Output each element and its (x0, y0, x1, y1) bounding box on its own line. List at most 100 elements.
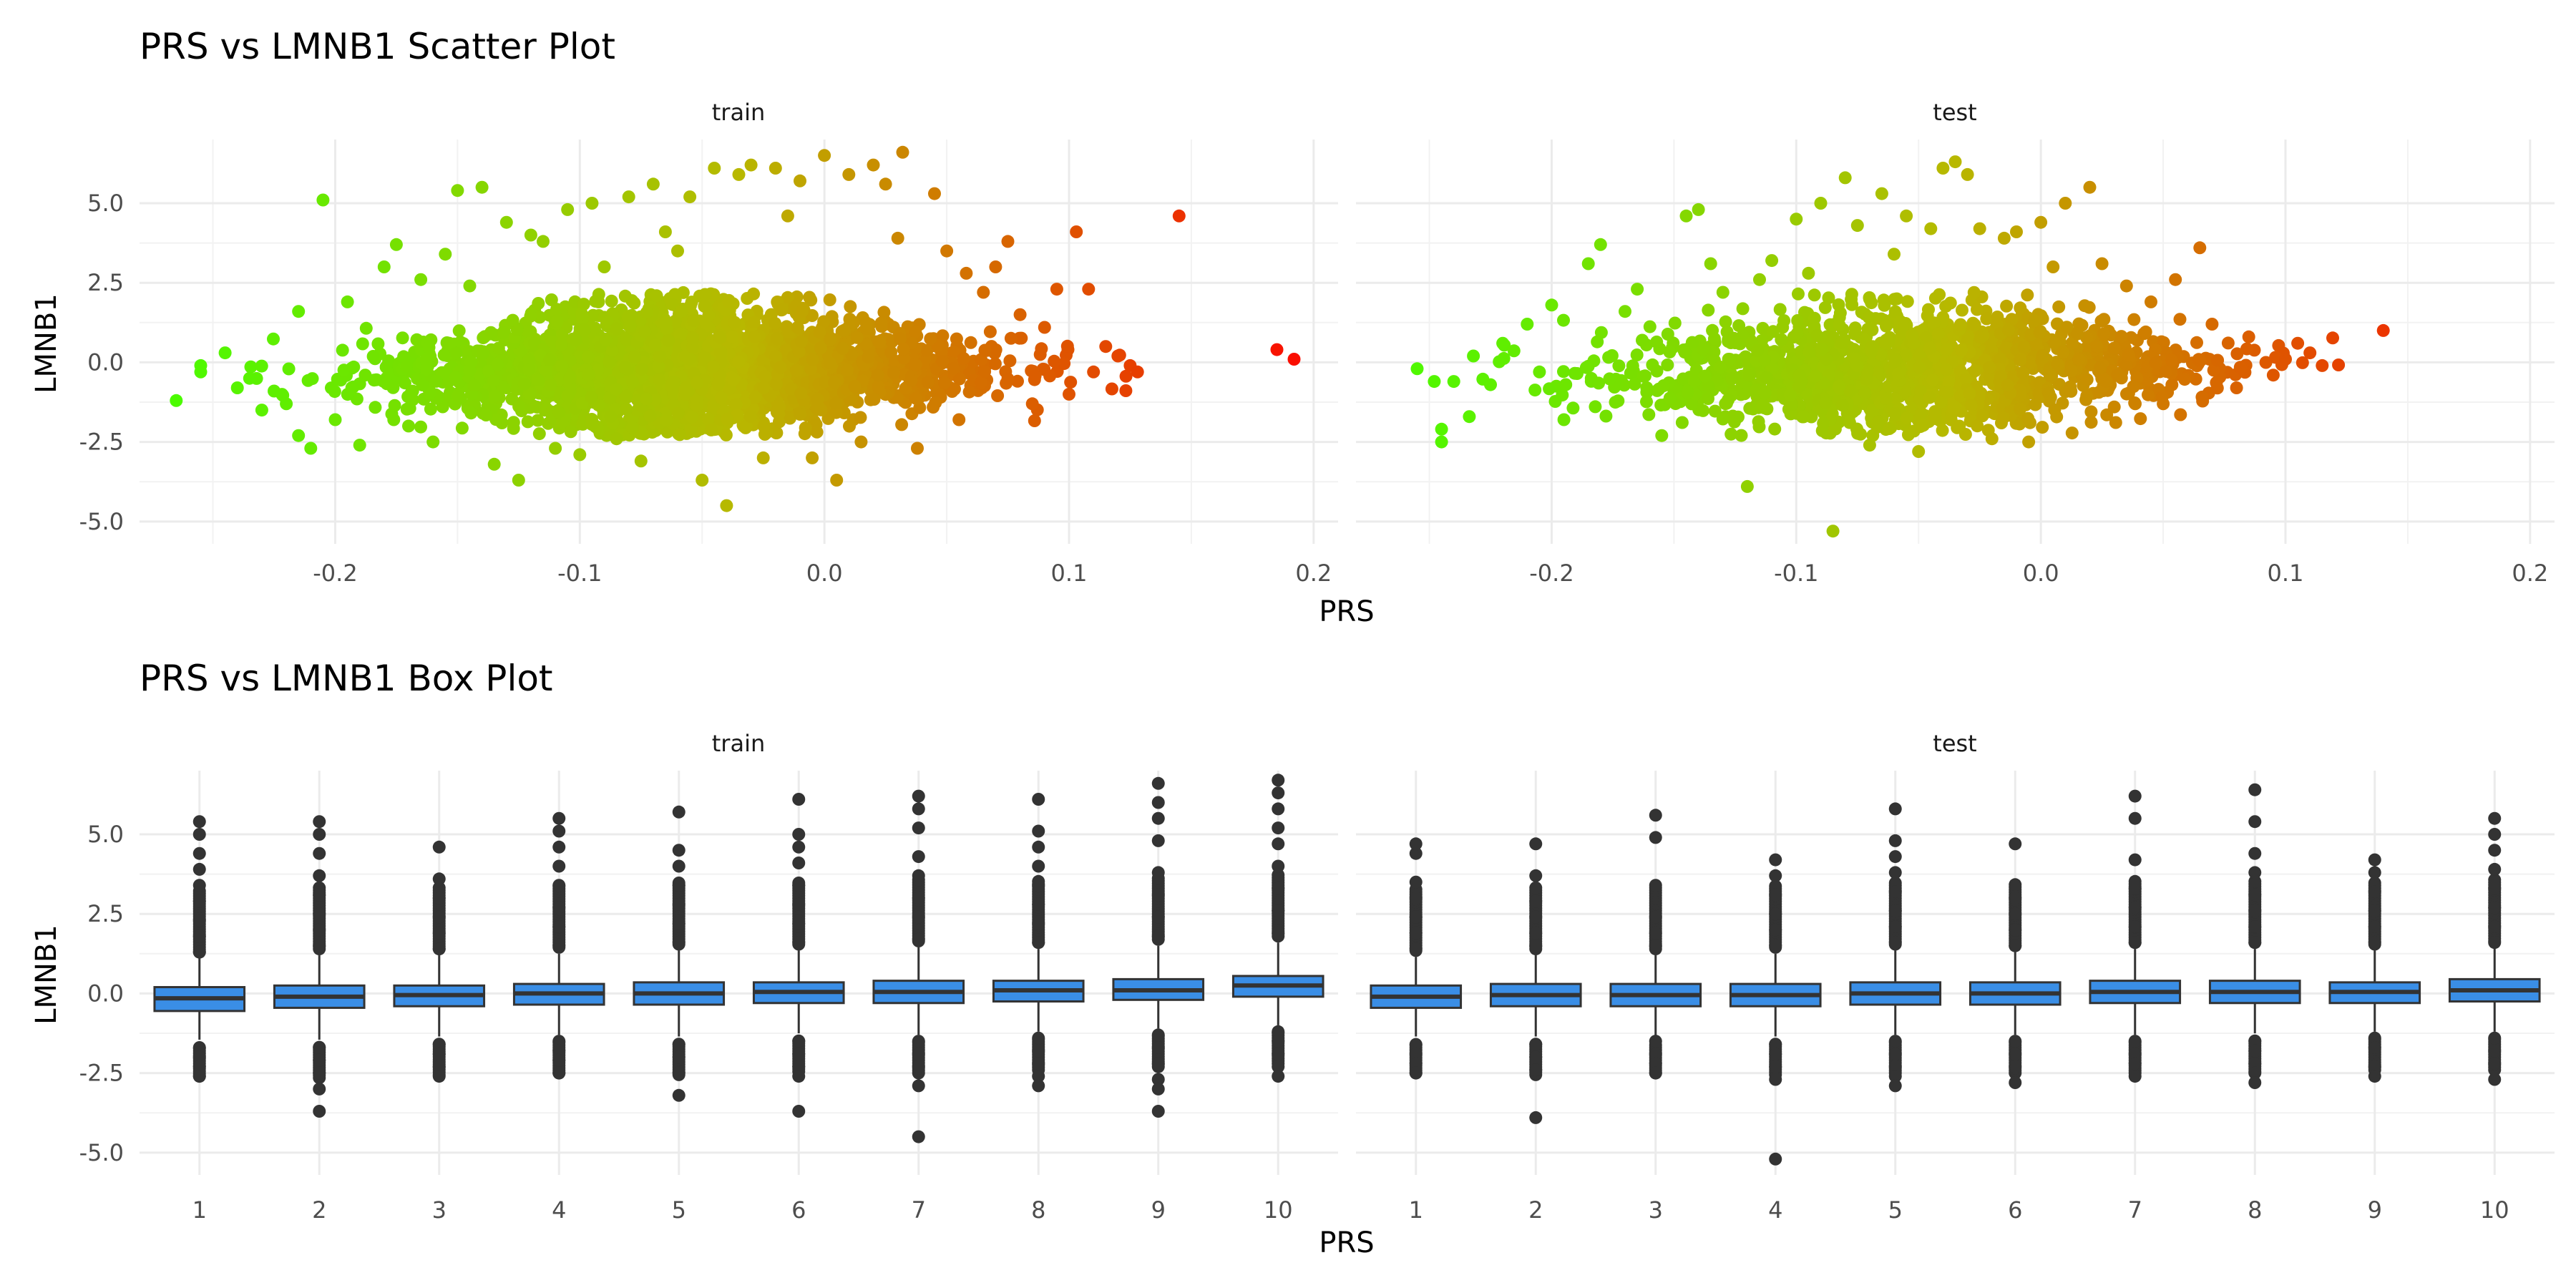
scatter-cloud-point (824, 333, 837, 346)
scatter-point (304, 441, 318, 455)
scatter-point (1050, 283, 1063, 296)
scatter-cloud-point (2211, 353, 2225, 367)
scatter-cloud-point (686, 331, 700, 345)
scatter-cloud-point (722, 296, 736, 309)
scatter-point (842, 167, 856, 181)
scatter-point (1850, 219, 1864, 233)
scatter-cloud-point (452, 389, 465, 403)
scatter-cloud-point (794, 386, 808, 400)
scatter-cloud-point (774, 361, 787, 374)
scatter-cloud-point (691, 376, 704, 389)
scatter-point (1948, 155, 1962, 169)
scatter-point (1070, 225, 1083, 238)
box-outlier (192, 815, 206, 829)
scatter-cloud-point (2033, 326, 2046, 339)
scatter-cloud-point (476, 346, 489, 360)
box-outlier (672, 897, 686, 911)
scatter-point (426, 435, 440, 449)
scatter-cloud-point (1716, 412, 1729, 426)
scatter-cloud-point (1592, 376, 1606, 390)
scatter-cloud-point (2107, 341, 2121, 355)
scatter-cloud-point (948, 382, 961, 396)
scatter-cloud-point (640, 306, 653, 319)
scatter-cloud-point (843, 419, 856, 433)
scatter-cloud-point (648, 338, 662, 352)
scatter-cloud-point (2129, 397, 2142, 411)
box-outlier (1032, 1031, 1045, 1045)
scatter-cloud-point (1736, 302, 1750, 316)
scatter-cloud-point (1976, 409, 1989, 423)
scatter-point (1038, 321, 1051, 334)
box-outlier (1272, 802, 1285, 816)
box-x-tick-label: 1 (1409, 1196, 1423, 1224)
scatter-point (1997, 231, 2011, 245)
box-outlier (192, 828, 206, 841)
scatter-cloud-point (628, 296, 641, 310)
box-outlier (313, 907, 326, 921)
scatter-point (1496, 336, 1510, 350)
scatter-cloud-point (1507, 344, 1521, 358)
scatter-cloud-point (1861, 322, 1875, 336)
scatter-point (658, 225, 672, 238)
scatter-cloud-point (2036, 421, 2049, 434)
scatter-point (2119, 279, 2133, 293)
scatter-cloud-point (1815, 343, 1829, 356)
scatter-cloud-point (328, 385, 341, 399)
box-outlier (313, 815, 326, 829)
box-outlier (792, 793, 806, 806)
box-outlier (192, 930, 206, 943)
box-outlier (1032, 859, 1045, 873)
scatter-cloud-point (1724, 427, 1738, 441)
scatter-cloud-point (904, 374, 918, 387)
box-y-tick-label: 2.5 (87, 900, 124, 927)
scatter-cloud-point (1758, 386, 1772, 399)
scatter-cloud-point (814, 341, 827, 355)
scatter-cloud-point (769, 426, 783, 439)
scatter-cloud-point (463, 364, 477, 377)
scatter-point (2095, 257, 2109, 270)
scatter-point (720, 499, 733, 512)
box-x-tick-label: 2 (312, 1196, 326, 1224)
scatter-point (475, 180, 489, 194)
scatter-cloud-point (1792, 287, 1805, 301)
box-outlier (1151, 1082, 1165, 1096)
scatter-cloud-point (1058, 357, 1071, 371)
scatter-cloud-point (1956, 303, 1968, 317)
box-outlier (313, 888, 326, 902)
scatter-cloud-point (589, 295, 602, 308)
scatter-cloud-point (577, 323, 591, 336)
scatter-cloud-point (531, 374, 545, 387)
scatter-point (1924, 222, 1938, 235)
scatter-point (1435, 435, 1448, 449)
box-outlier (1151, 1028, 1165, 1042)
scatter-point (316, 193, 330, 207)
scatter-point (414, 273, 428, 286)
scatter-point (292, 429, 306, 442)
scatter-cloud-point (1819, 396, 1833, 409)
box-outlier (1151, 910, 1165, 924)
scatter-point (989, 260, 1002, 273)
scatter-cloud-point (487, 374, 500, 388)
box-outlier (1409, 926, 1423, 940)
scatter-point (1912, 445, 1926, 458)
scatter-cloud-point (1493, 355, 1506, 369)
box-outlier (313, 1053, 326, 1067)
scatter-point (1753, 273, 1766, 286)
scatter-cloud-point (1559, 378, 1573, 391)
box-x-tick-label: 10 (1264, 1196, 1293, 1224)
scatter-cloud-point (1589, 400, 1602, 414)
box-x-tick-label: 7 (912, 1196, 926, 1224)
scatter-cloud-point (662, 333, 675, 347)
scatter-cloud-point (620, 402, 633, 416)
box-outlier (1272, 859, 1285, 873)
scatter-point (732, 167, 746, 181)
box-outlier (912, 1035, 925, 1048)
scatter-point (561, 203, 575, 216)
scatter-cloud-point (1566, 401, 1580, 415)
box-outlier (792, 840, 806, 854)
box-outlier (192, 879, 206, 892)
scatter-cloud-point (1818, 301, 1832, 314)
scatter-cloud-point (406, 384, 419, 398)
scatter-cloud-point (862, 351, 875, 364)
